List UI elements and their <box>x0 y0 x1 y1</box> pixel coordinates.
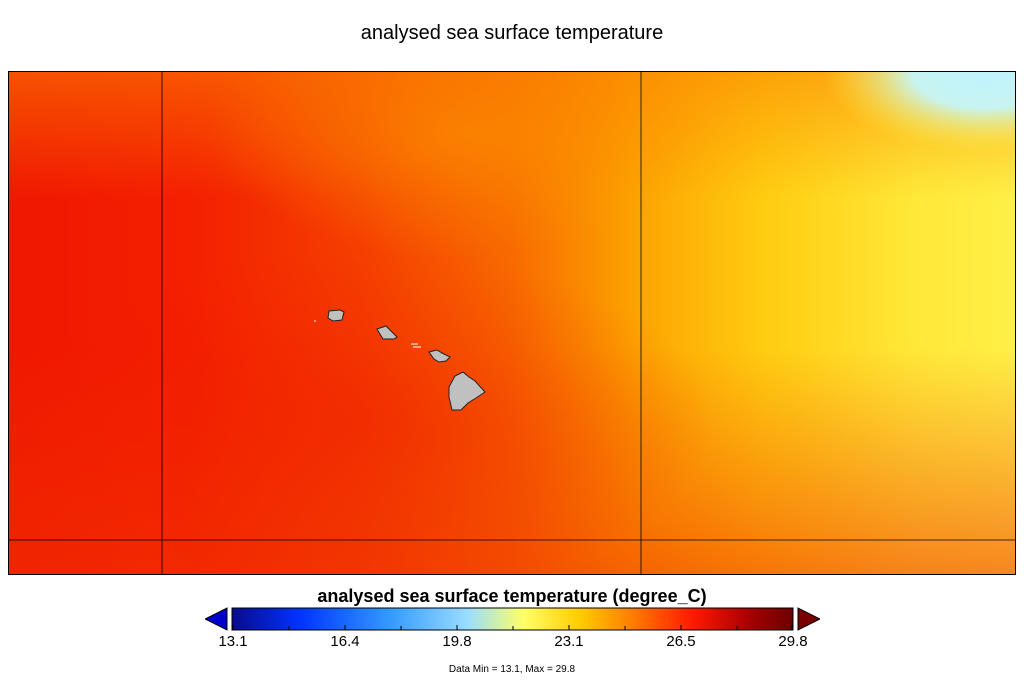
colorbar-title: analysed sea surface temperature (degree… <box>317 586 707 606</box>
sst-map-svg <box>9 72 1015 574</box>
cool-corner-shading <box>9 72 1015 574</box>
hawaii-big-island <box>448 371 486 411</box>
hawaiian-islands <box>314 309 486 411</box>
colorbar-tick-label: 26.5 <box>666 633 696 650</box>
map-title: analysed sea surface temperature <box>360 22 664 44</box>
kauai-island <box>327 309 345 322</box>
colorbar-max-arrow <box>797 607 820 631</box>
oahu-island <box>376 325 398 340</box>
molokai-island <box>411 343 421 348</box>
map-plot[interactable] <box>8 71 1016 575</box>
colorbar-ticks <box>232 625 793 630</box>
data-range-note: Data Min = 13.1, Max = 29.8 <box>448 664 576 675</box>
maui-island <box>428 349 451 363</box>
colorbar <box>205 607 820 631</box>
colorbar-tick-label: 23.1 <box>554 633 584 650</box>
colorbar-tick-label: 13.1 <box>218 633 248 650</box>
colorbar-tick-label: 29.8 <box>778 633 808 650</box>
colorbar-tick-label: 16.4 <box>330 633 360 650</box>
colorbar-tick-label: 19.8 <box>442 633 472 650</box>
colorbar-min-arrow <box>205 607 228 631</box>
